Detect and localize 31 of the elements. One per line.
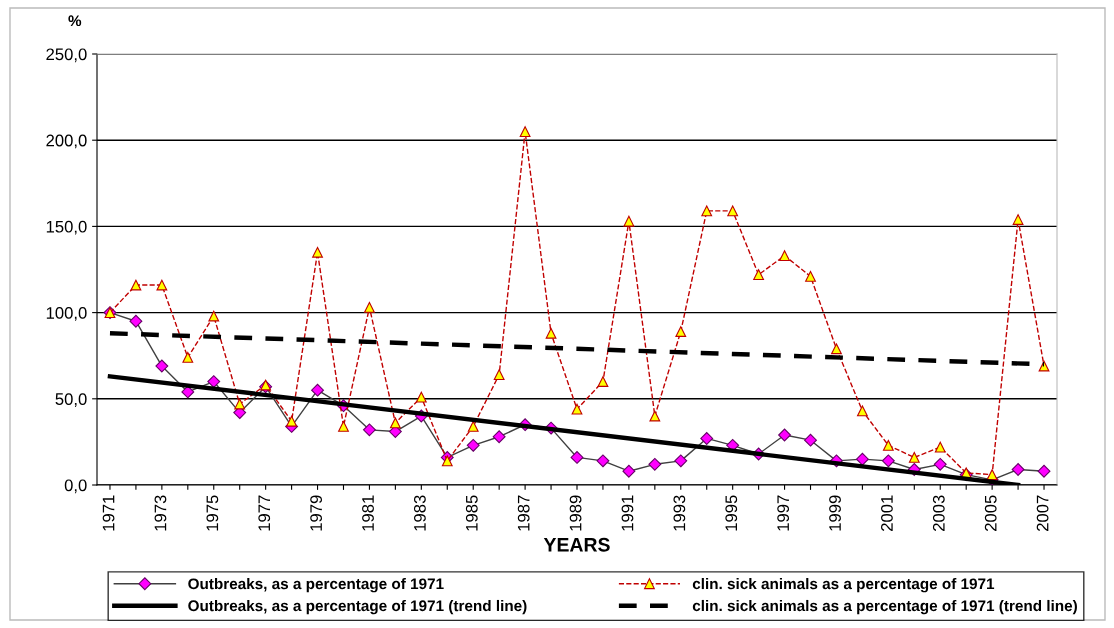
x-tick-label: 1985 (465, 495, 478, 531)
x-tick-label: 2001 (881, 495, 893, 531)
x-tick-label: 2007 (1036, 495, 1049, 531)
x-tick-label: 1975 (206, 495, 219, 531)
x-tick-label: 1993 (673, 495, 686, 531)
x-tick-label: 1977 (258, 495, 271, 531)
x-tick-label: 1987 (517, 495, 530, 531)
x-tick-label: 1979 (310, 495, 323, 531)
y-axis-title: % (68, 15, 82, 27)
y-tick-label: 200,0 (46, 134, 87, 149)
y-tick-label: 100,0 (46, 307, 87, 321)
legend-label: clin. sick animals as a percentage of 1971 (692, 577, 995, 593)
legend-label: clin. sick animals as a percentage of 1971 (trend line) (692, 599, 1077, 615)
x-tick-label: 1999 (829, 495, 841, 531)
x-axis-title: YEARS (543, 537, 610, 552)
x-tick-label: 2005 (984, 495, 997, 531)
x-tick-label: 1983 (414, 495, 426, 531)
x-tick-label: 1995 (725, 495, 738, 531)
x-tick-label: 1973 (154, 495, 167, 531)
y-tick-label: 0,0 (64, 479, 87, 494)
x-tick-label: 1991 (621, 495, 634, 531)
x-tick-label: 2003 (932, 495, 945, 531)
y-tick-label: 50,0 (55, 393, 87, 407)
x-tick-label: 1971 (102, 495, 115, 531)
y-tick-label: 250,0 (46, 48, 87, 63)
y-tick-label: 150,0 (46, 220, 87, 235)
x-tick-label: 1997 (777, 495, 790, 531)
x-tick-label: 1989 (569, 495, 582, 531)
x-tick-label: 1981 (362, 495, 374, 531)
legend-label: Outbreaks, as a percentage of 1971 (trend line) (188, 599, 527, 615)
legend-label: Outbreaks, as a percentage of 1971 (188, 577, 444, 593)
